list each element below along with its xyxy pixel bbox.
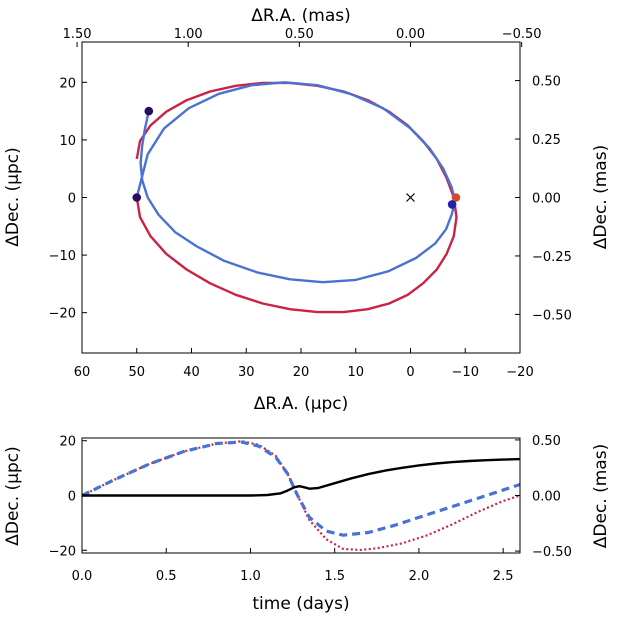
orbit-xtick-label: 10: [347, 365, 364, 380]
orbit-x2tick-label: 1.50: [63, 27, 92, 42]
time-xtick-label: 0.0: [72, 569, 93, 584]
time-ytick-label: 20: [59, 435, 76, 450]
orbit-x2tick-label: 1.00: [174, 27, 203, 42]
orbit-xtick-label: 20: [293, 365, 310, 380]
time-panel: 0.0 0.5 1.0 1.5 2.0 2.5 −20 0 20 −0.50 0.00 0.50 ti…: [3, 434, 611, 614]
orbit-x2tick-label: 0.00: [396, 27, 425, 42]
orbit-y2tick-label: −0.25: [532, 250, 572, 265]
time-series-line-1: [81, 440, 521, 537]
orbit-xtick-label: 40: [183, 365, 200, 380]
orbit-ytick-label: −10: [49, 249, 76, 264]
orbit-series-line-0: [135, 81, 458, 314]
time-ytick-label: 0: [68, 490, 76, 505]
orbit-y2tick-label: 0.25: [532, 133, 561, 148]
orbit-panel: 60 50 40 30 20 10 0 −10 −20 −20 −10 0 10 20 1.50 1.00 0.…: [3, 6, 611, 414]
time-y2tick-label: 0.50: [532, 434, 561, 449]
orbit-series-group: [135, 81, 458, 314]
orbit-xtick-label: −10: [452, 365, 479, 380]
orbit-xlabel: ΔR.A. (μpc): [254, 394, 349, 414]
orbit-series-line-1: [135, 81, 456, 284]
orbit-marker-2: [451, 193, 461, 202]
time-ticks-group: 0.0 0.5 1.0 1.5 2.0 2.5 −20 0 20 −0.50 0.00 0.50: [49, 434, 572, 584]
orbit-markers-group: [132, 106, 461, 209]
orbit-marker-3: [447, 200, 457, 209]
orbit-x2tick-label: 0.50: [285, 27, 314, 42]
orbit-xtick-label: 60: [74, 365, 91, 380]
orbit-marker-1: [132, 193, 142, 202]
time-xtick-label: 2.5: [493, 569, 514, 584]
time-ytick-label: −20: [49, 544, 76, 559]
time-y2tick-label: −0.50: [532, 545, 572, 560]
orbit-ytick-label: 0: [68, 192, 76, 207]
orbit-x2tick-label: −0.50: [502, 27, 542, 42]
time-xtick-label: 1.5: [324, 569, 345, 584]
time-y2label: ΔDec. (mas): [591, 444, 611, 548]
orbit-marker-0: [144, 106, 154, 116]
time-series-group: [81, 440, 521, 552]
time-series-line-0: [82, 457, 521, 497]
origin-x-marker: [406, 193, 415, 202]
time-xtick-label: 2.0: [409, 569, 430, 584]
orbit-y2tick-label: 0.50: [532, 75, 561, 90]
orbit-y2tick-label: 0.00: [532, 192, 561, 207]
orbit-ytick-label: 10: [59, 134, 76, 149]
time-xtick-label: 0.5: [156, 569, 177, 584]
orbit-xtick-label: 50: [128, 365, 145, 380]
orbit-x2label: ΔR.A. (mas): [251, 6, 350, 26]
orbit-xtick-label: 0: [406, 365, 414, 380]
time-xtick-label: 1.0: [240, 569, 261, 584]
orbit-ytick-label: −20: [49, 307, 76, 322]
orbit-xtick-label: −20: [506, 365, 533, 380]
orbit-y2tick-label: −0.50: [532, 308, 572, 323]
time-y2tick-label: 0.00: [532, 490, 561, 505]
orbit-y2label: ΔDec. (mas): [591, 145, 611, 249]
time-xlabel: time (days): [252, 594, 349, 614]
orbit-ylabel: ΔDec. (μpc): [3, 147, 23, 247]
orbit-xtick-label: 30: [238, 365, 255, 380]
orbit-ytick-label: 20: [59, 76, 76, 91]
time-ylabel: ΔDec. (μpc): [3, 446, 23, 546]
orbit-ticks-group: 60 50 40 30 20 10 0 −10 −20 −20 −10 0 10 20 1.50 1.00 0.…: [49, 27, 572, 380]
